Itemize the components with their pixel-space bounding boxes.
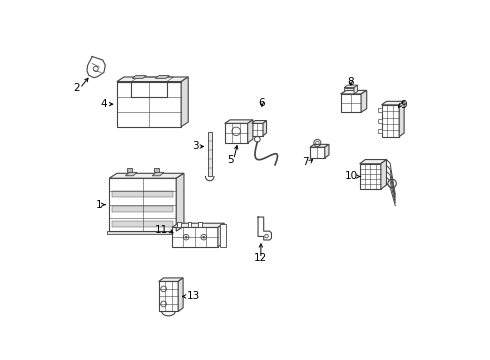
Text: 1: 1: [96, 200, 102, 210]
Polygon shape: [172, 223, 224, 228]
Polygon shape: [263, 121, 267, 136]
Polygon shape: [112, 221, 173, 227]
Polygon shape: [109, 173, 184, 178]
Polygon shape: [344, 85, 358, 87]
Polygon shape: [172, 228, 218, 247]
Bar: [378, 118, 382, 123]
Polygon shape: [117, 77, 188, 82]
Polygon shape: [399, 101, 404, 136]
Polygon shape: [258, 217, 271, 240]
Polygon shape: [107, 231, 178, 234]
Text: 4: 4: [101, 99, 107, 109]
Polygon shape: [176, 173, 184, 231]
Polygon shape: [125, 172, 137, 176]
Polygon shape: [87, 57, 105, 78]
Text: 7: 7: [303, 157, 309, 167]
Polygon shape: [155, 76, 170, 78]
Polygon shape: [109, 178, 176, 231]
Text: 11: 11: [155, 225, 169, 235]
Bar: [208, 132, 212, 176]
Polygon shape: [360, 164, 381, 189]
Polygon shape: [112, 206, 173, 212]
Polygon shape: [225, 120, 253, 123]
Text: 13: 13: [187, 292, 200, 301]
Circle shape: [203, 236, 205, 238]
Polygon shape: [159, 278, 183, 282]
Polygon shape: [310, 144, 329, 147]
Polygon shape: [159, 282, 178, 311]
Polygon shape: [325, 144, 329, 158]
Polygon shape: [132, 76, 147, 78]
Text: 9: 9: [400, 100, 407, 110]
Polygon shape: [381, 159, 387, 189]
Polygon shape: [178, 278, 183, 311]
Polygon shape: [153, 168, 159, 172]
Polygon shape: [341, 94, 361, 112]
Polygon shape: [382, 101, 404, 105]
Polygon shape: [112, 191, 173, 197]
Polygon shape: [225, 123, 247, 143]
Polygon shape: [310, 147, 325, 158]
Polygon shape: [188, 222, 192, 228]
Text: 6: 6: [259, 98, 265, 108]
Polygon shape: [252, 121, 267, 123]
Polygon shape: [360, 159, 387, 164]
Text: 2: 2: [74, 83, 80, 93]
Polygon shape: [382, 105, 399, 136]
Text: 5: 5: [227, 154, 234, 165]
Text: 12: 12: [254, 253, 268, 263]
Bar: [378, 108, 382, 112]
Text: 3: 3: [192, 141, 198, 152]
Bar: [378, 129, 382, 134]
Text: 8: 8: [347, 77, 354, 87]
Polygon shape: [127, 168, 132, 172]
Text: 10: 10: [345, 171, 358, 181]
Polygon shape: [252, 123, 263, 136]
Polygon shape: [218, 223, 224, 247]
Polygon shape: [177, 222, 181, 228]
Polygon shape: [198, 222, 202, 228]
Polygon shape: [220, 224, 226, 247]
Polygon shape: [354, 85, 358, 94]
Polygon shape: [344, 87, 354, 94]
Polygon shape: [117, 82, 181, 127]
Polygon shape: [247, 120, 253, 143]
Polygon shape: [152, 172, 164, 176]
Circle shape: [185, 236, 187, 238]
Polygon shape: [361, 90, 367, 112]
Polygon shape: [341, 90, 367, 94]
Polygon shape: [181, 77, 188, 127]
